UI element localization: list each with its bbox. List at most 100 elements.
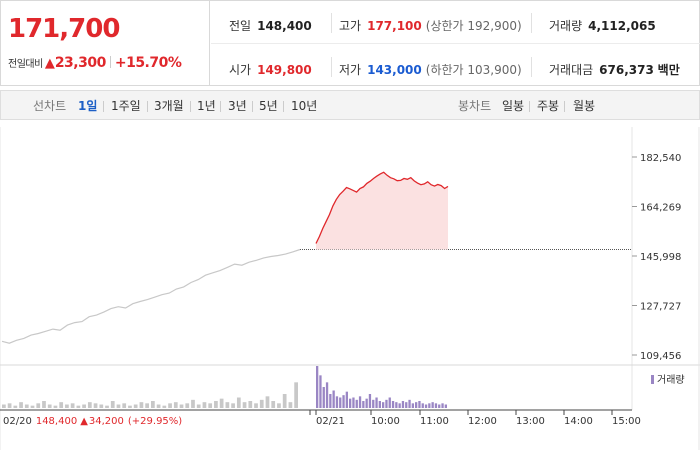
today-volume-bar — [372, 399, 375, 408]
prev-day-volume-bar — [2, 404, 6, 408]
prev-day-volume-bar — [70, 403, 75, 408]
tab-monthly-candle[interactable]: 월봉 — [573, 99, 596, 113]
today-volume-bar — [368, 394, 372, 408]
y-axis: 182,540 164,269 145,998 127,727 109,456 — [632, 153, 681, 362]
prev-day-volume-bar — [185, 403, 190, 408]
up-arrow-icon: ▲ — [80, 416, 88, 427]
lower-limit: (하한가 103,900) — [425, 63, 522, 77]
low-value: 143,000 — [367, 63, 422, 77]
open-cell: 시가 149,800 — [229, 61, 312, 78]
prev-day-volume-bar — [259, 399, 264, 408]
tab-5year[interactable]: 5년 — [259, 99, 278, 113]
prev-day-volume-bar — [122, 403, 127, 408]
today-volume-bar — [398, 403, 401, 408]
tab-divider — [103, 101, 104, 112]
change-label: 전일대비 — [8, 59, 43, 70]
tab-1year[interactable]: 1년 — [197, 99, 216, 113]
upper-limit: (상한가 192,900) — [425, 19, 522, 33]
prev-day-volume-bar — [225, 402, 230, 408]
tab-divider — [283, 101, 284, 112]
prev-day-volume-bar — [248, 401, 253, 408]
prev-day-volume-bar — [282, 394, 287, 408]
tab-1day[interactable]: 1일 — [78, 99, 98, 113]
today-volume-bar — [349, 398, 352, 408]
prev-day-volume-bar — [13, 405, 18, 408]
prev-day-volume-bar — [145, 403, 149, 408]
today-volume-bar — [362, 401, 365, 408]
today-volume-bar — [342, 395, 345, 408]
prev-day-volume-bar — [116, 404, 121, 408]
prev-day-volume-bar — [265, 396, 270, 408]
today-volume-bar — [316, 366, 319, 408]
tab-1week[interactable]: 1주일 — [111, 99, 141, 113]
today-volume-bar — [358, 396, 362, 408]
today-volume-bar — [365, 398, 368, 408]
tab-divider — [564, 101, 565, 112]
trade-amount-label: 거래대금 — [549, 63, 594, 77]
today-volume-bar — [322, 387, 325, 408]
row-divider — [211, 43, 700, 44]
x-tick-label: 13:00 — [516, 416, 545, 427]
tab-divider — [190, 101, 191, 112]
col-divider — [331, 57, 332, 77]
chart-period-tabs: 선차트 1일 1주일 3개월 1년 3년 5년 10년 봉차트 일봉 주봉 월봉 — [0, 90, 700, 120]
tab-3year[interactable]: 3년 — [228, 99, 247, 113]
prev-day-volume-bar — [271, 401, 276, 408]
prev-day-volume-bar — [93, 403, 98, 408]
prev-day-volume-bar — [53, 405, 58, 408]
line-chart-header: 선차트 — [33, 99, 67, 113]
tab-10year[interactable]: 10년 — [291, 99, 318, 113]
today-volume-bar — [375, 397, 378, 408]
prev-day-volume-bar — [191, 399, 195, 408]
y-tick-label: 145,998 — [640, 252, 681, 263]
volume-legend-swatch — [651, 375, 654, 384]
today-volume-bar — [415, 402, 418, 408]
low-cell: 저가 143,000 (하한가 103,900) — [339, 61, 522, 78]
low-label: 저가 — [339, 63, 362, 77]
prev-day-volume-bar — [231, 403, 235, 408]
today-volume-bar — [401, 401, 405, 408]
today-volume-bar — [352, 397, 355, 408]
upper-limit-value: 192,900 — [467, 19, 518, 33]
price-chart: 182,540 164,269 145,998 127,727 109,456 02/2… — [0, 127, 700, 450]
today-volume-bar — [325, 382, 329, 408]
tab-divider — [220, 101, 221, 112]
prev-day-volume-bar — [76, 405, 81, 408]
lower-limit-value: 103,900 — [467, 63, 518, 77]
change-rate: +15.70% — [114, 55, 182, 71]
today-volume-bar — [438, 404, 441, 408]
tab-weekly-candle[interactable]: 주봉 — [537, 99, 560, 113]
y-tick-label: 182,540 — [640, 153, 681, 164]
candle-chart-header: 봉차트 — [458, 99, 492, 113]
x-tick-label: 12:00 — [468, 416, 497, 427]
prev-day-volume-bar — [30, 405, 35, 408]
today-volume-bar — [424, 404, 428, 408]
y-tick-label: 127,727 — [640, 302, 681, 313]
price-layer — [1, 171, 632, 344]
today-volume-bar — [405, 402, 408, 408]
prev-day-volume-bar — [214, 401, 218, 408]
prev-day-volume-bar — [242, 402, 247, 408]
prev-day-volume-bar — [105, 405, 109, 408]
x-tick-label: 15:00 — [612, 416, 641, 427]
prev-day-volume-bar — [219, 398, 224, 408]
prev-day-volume-bar — [99, 404, 104, 408]
change-value: 23,300 — [54, 55, 107, 71]
high-label: 고가 — [339, 19, 362, 33]
today-volume-bar — [434, 403, 438, 408]
tab-divider — [529, 101, 530, 112]
prev-day-volume-bar — [277, 403, 281, 408]
prev-day-volume-bar — [24, 404, 29, 408]
current-price: 171,700 — [8, 14, 120, 44]
today-volume-bar — [378, 401, 381, 408]
tab-divider — [252, 101, 253, 112]
x-tick-label: 14:00 — [564, 416, 593, 427]
prev-day-date: 02/20 — [3, 416, 32, 427]
prev-day-volume-bar — [208, 403, 213, 408]
tab-daily-candle[interactable]: 일봉 — [502, 99, 525, 113]
today-volume-bar — [411, 403, 414, 408]
change-row: 전일대비 ▲23,300 +15.70% — [8, 55, 182, 71]
trade-amount-value: 676,373 — [599, 63, 654, 77]
open-label: 시가 — [229, 63, 252, 77]
tab-3month[interactable]: 3개월 — [154, 99, 184, 113]
